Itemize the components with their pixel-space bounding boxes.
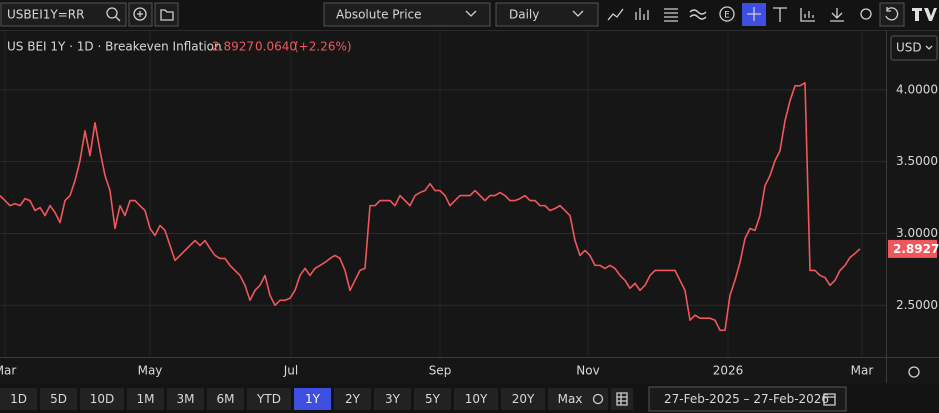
x-tick-label: May [138,364,163,378]
symbol-input[interactable] [0,2,127,27]
chevron [925,45,933,50]
range-button-label: 3M [177,392,195,406]
range-button-label: 5Y [425,392,441,406]
reset-button[interactable] [879,2,905,27]
price-change: 0.0640 [255,40,297,54]
date-range-input[interactable] [648,386,847,412]
plot-area [0,31,886,357]
y-tick-label: 4.0000 [896,82,938,96]
range-button-label: Max [558,392,583,406]
range-button-label: 2Y [345,392,361,406]
chart-tools: E [607,2,937,27]
line-tool[interactable] [607,8,624,21]
x-tick-label: Nov [576,364,599,378]
x-tick-label: 2026 [713,364,744,378]
date-range: 27-Feb-2025 – 27-Feb-2026 [664,392,829,406]
range-button[interactable] [0,388,37,410]
price-tag-label: 2.8927 [893,242,939,256]
range-button[interactable] [40,388,77,410]
range-button-label: 5D [50,392,67,406]
download-tool[interactable] [830,8,844,22]
x-tick-label: Sep [429,364,452,378]
price-mode-dropdown[interactable] [323,2,491,27]
currency-text: USD [896,41,922,55]
study-tool[interactable] [800,8,815,22]
range-button-label: 10D [90,392,115,406]
price-tag [888,239,937,258]
wave-tool[interactable] [689,9,707,20]
range-button-label: 3Y [385,392,401,406]
event-glyph: E [724,11,730,21]
axis-settings[interactable] [908,366,920,378]
folder-button[interactable] [154,2,179,27]
x-tick-label: Mar [851,364,874,378]
x-tick-label: Jul [283,364,298,378]
range-button-label: 1M [137,392,155,406]
range-button[interactable] [247,388,291,410]
interval-text: Daily [509,8,539,22]
interval-dropdown[interactable] [495,2,599,27]
range-button[interactable] [80,388,124,410]
y-tick-label: 3.5000 [896,154,938,168]
add-icon [133,7,147,21]
range-button-label: YTD [256,392,281,406]
symbol-text: USBEI1Y=RR [7,8,84,22]
grid-icon [616,392,628,406]
range-button-label: 10Y [465,392,488,406]
event-tool[interactable] [719,6,735,22]
y-tick-label: 3.0000 [896,226,938,240]
reset-icon [885,7,899,21]
range-buttons: 1D 5D 10D 1M 3M 6M YTD 1Y 2Y 3Y 5Y 10Y 20Y Max [0,388,592,410]
range-button-label: 1Y [305,392,321,406]
last-price: 2.8927 [212,40,254,54]
crosshair-icon [747,7,761,21]
list-tool[interactable] [664,8,678,22]
range-button[interactable] [374,388,411,410]
y-tick-label: 2.5000 [896,298,938,312]
range-button[interactable] [414,388,451,410]
settings-tool[interactable] [860,8,872,20]
folder-icon [160,9,174,21]
currency-dropdown[interactable] [890,35,938,61]
price-mode-text: Absolute Price [336,8,422,22]
range-button-label: 1D [10,392,27,406]
chart-title: US BEI 1Y · 1D · Breakeven Inflation [7,40,222,54]
search-icon[interactable] [106,7,121,22]
range-button[interactable] [167,388,204,410]
range-button[interactable] [127,388,164,410]
settings-icon [592,393,604,405]
range-button[interactable] [454,388,498,410]
text-tool[interactable] [773,7,787,22]
bar-tool[interactable] [635,8,649,20]
logo [912,8,937,21]
range-button-label: 6M [217,392,235,406]
range-button-label: 20Y [512,392,535,406]
range-button[interactable] [294,388,331,410]
calendar-icon [823,393,836,406]
range-button[interactable] [207,388,244,410]
price-line [0,82,861,332]
range-button[interactable] [501,388,545,410]
calendar-grid[interactable] [611,388,633,410]
price-change-pct: (+2.26%) [294,40,352,54]
range-button[interactable] [548,388,592,410]
range-settings[interactable] [588,388,608,410]
range-button[interactable] [334,388,371,410]
chevron [572,10,584,17]
chevron [465,10,477,17]
x-tick-label: Mar [0,364,16,378]
